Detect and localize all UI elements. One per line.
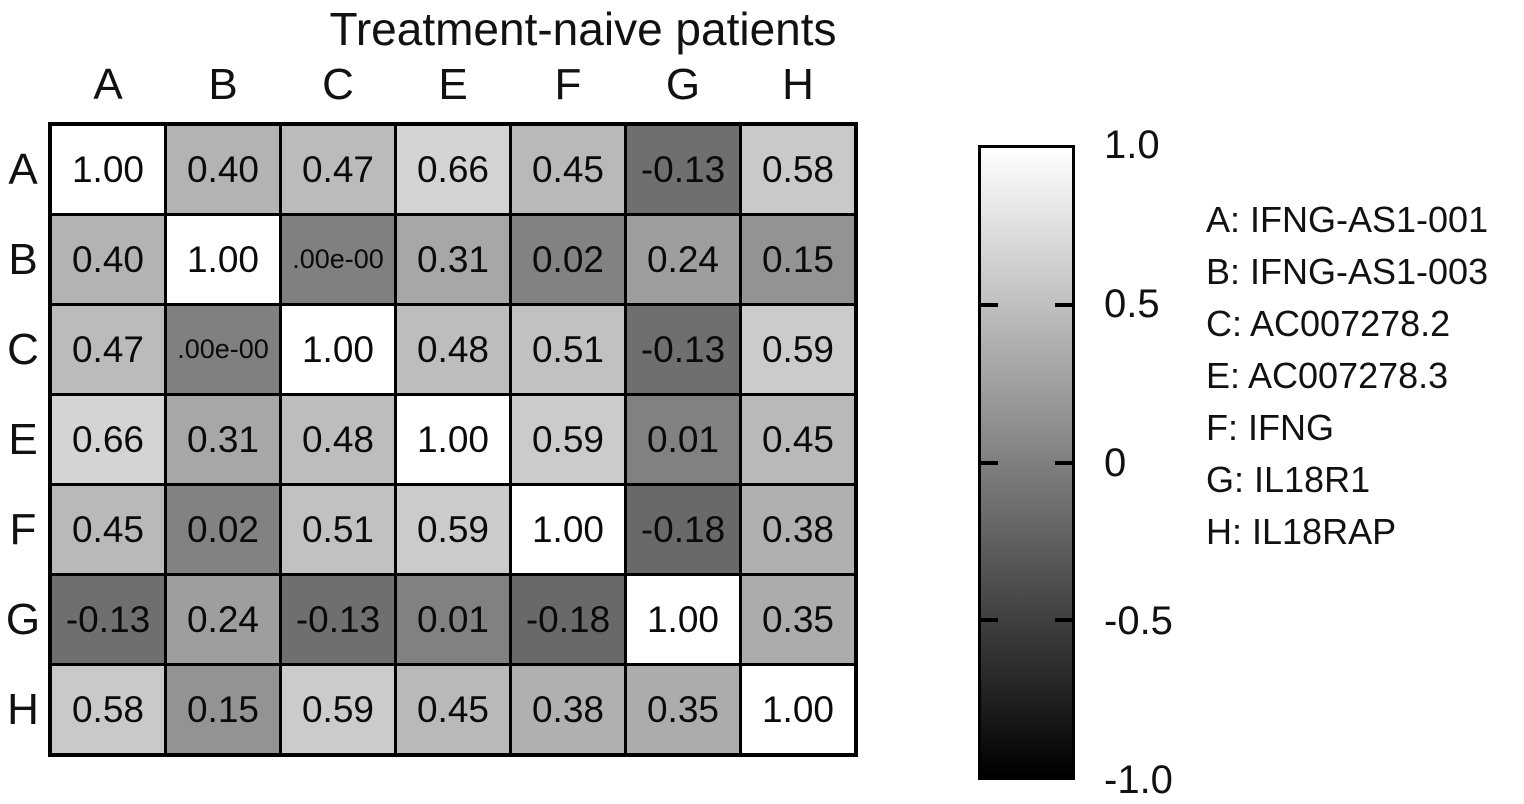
- row-label-G: G: [5, 594, 41, 644]
- heatmap-cell-BG: 0.24: [627, 216, 739, 303]
- legend-item-A: A: IFNG-AS1-001: [1206, 199, 1489, 240]
- heatmap-cell-GA: -0.13: [52, 576, 164, 663]
- heatmap-cell-GF: -0.18: [512, 576, 624, 663]
- heatmap-cell-EC: 0.48: [282, 396, 394, 483]
- heatmap-cell-GG: 1.00: [627, 576, 739, 663]
- heatmap-cell-FC: 0.51: [282, 486, 394, 573]
- heatmap-cell-EH: 0.45: [742, 396, 854, 483]
- heatmap-cell-HC: 0.59: [282, 666, 394, 753]
- row-label-F: F: [9, 504, 37, 554]
- legend: A: IFNG-AS1-001 B: IFNG-AS1-003 C: AC00727…: [1206, 194, 1488, 558]
- legend-item-G: G: IL18R1: [1206, 459, 1371, 500]
- heatmap-cell-CF: 0.51: [512, 306, 624, 393]
- legend-item-H: H: IL18RAP: [1206, 511, 1397, 552]
- heatmap-cell-AE: 0.66: [397, 126, 509, 213]
- heatmap-cell-FG: -0.18: [627, 486, 739, 573]
- legend-item-F: F: IFNG: [1206, 407, 1334, 448]
- colorbar-tick-label--0.5: -0.5: [1104, 599, 1173, 643]
- heatmap-cell-FA: 0.45: [52, 486, 164, 573]
- heatmap-cell-HH: 1.00: [742, 666, 854, 753]
- heatmap-cell-BH: 0.15: [742, 216, 854, 303]
- heatmap-cell-FE: 0.59: [397, 486, 509, 573]
- heatmap-cell-HG: 0.35: [627, 666, 739, 753]
- colorbar-tick-0.5: [1055, 303, 1072, 307]
- column-label-B: B: [208, 60, 238, 109]
- heatmap-cell-EE: 1.00: [397, 396, 509, 483]
- colorbar-tick-label-0: 0: [1104, 441, 1127, 485]
- heatmap-cell-AH: 0.58: [742, 126, 854, 213]
- row-label-H: H: [7, 684, 39, 734]
- heatmap-cell-HF: 0.38: [512, 666, 624, 753]
- column-label-E: E: [438, 60, 468, 109]
- column-label-G: G: [665, 60, 701, 109]
- heatmap-cell-EB: 0.31: [167, 396, 279, 483]
- colorbar-tick--0.5: [1055, 618, 1072, 622]
- heatmap-cell-GB: 0.24: [167, 576, 279, 663]
- row-label-C: C: [7, 324, 39, 374]
- chart-title: Treatment-naive patients: [329, 3, 837, 55]
- heatmap-cell-BC: .00e-00: [282, 216, 394, 303]
- heatmap-cell-FH: 0.38: [742, 486, 854, 573]
- column-label-C: C: [322, 60, 354, 109]
- heatmap-cell-BE: 0.31: [397, 216, 509, 303]
- heatmap-cell-GC: -0.13: [282, 576, 394, 663]
- row-label-B: B: [8, 234, 38, 284]
- heatmap-cell-EF: 0.59: [512, 396, 624, 483]
- heatmap-cell-CA: 0.47: [52, 306, 164, 393]
- heatmap-matrix: 1.00 0.40 0.47 0.66 0.45 -0.13 0.58 0.40 1.00.00…: [48, 122, 858, 757]
- colorbar-tick-label-1.0: 1.0: [1104, 123, 1160, 167]
- colorbar-tick-label--1.0: -1.0: [1104, 758, 1173, 802]
- row-label-E: E: [8, 414, 38, 464]
- colorbar-tick-label-0.5: 0.5: [1104, 282, 1160, 326]
- heatmap-cell-CC: 1.00: [282, 306, 394, 393]
- heatmap-cell-FF: 1.00: [512, 486, 624, 573]
- heatmap-cell-AA: 1.00: [52, 126, 164, 213]
- heatmap-cell-CH: 0.59: [742, 306, 854, 393]
- heatmap-cell-BB: 1.00: [167, 216, 279, 303]
- heatmap-cell-CE: 0.48: [397, 306, 509, 393]
- column-label-F: F: [554, 60, 582, 109]
- colorbar-tick-0: [1055, 461, 1072, 465]
- heatmap-cell-HB: 0.15: [167, 666, 279, 753]
- heatmap-cell-HA: 0.58: [52, 666, 164, 753]
- row-label-A: A: [8, 144, 38, 194]
- column-label-A: A: [93, 60, 123, 109]
- colorbar: [978, 145, 1075, 780]
- legend-item-C: C: AC007278.2: [1206, 303, 1451, 344]
- column-label-H: H: [782, 60, 814, 109]
- colorbar-tick-0: [981, 461, 998, 465]
- heatmap-cell-EG: 0.01: [627, 396, 739, 483]
- legend-item-E: E: AC007278.3: [1206, 355, 1449, 396]
- heatmap-cell-AB: 0.40: [167, 126, 279, 213]
- heatmap-cell-HE: 0.45: [397, 666, 509, 753]
- heatmap-cell-AC: 0.47: [282, 126, 394, 213]
- heatmap-cell-GE: 0.01: [397, 576, 509, 663]
- heatmap-cell-AF: 0.45: [512, 126, 624, 213]
- colorbar-tick-0.5: [981, 303, 998, 307]
- colorbar-tick--0.5: [981, 618, 998, 622]
- heatmap-cell-EA: 0.66: [52, 396, 164, 483]
- heatmap-cell-BA: 0.40: [52, 216, 164, 303]
- heatmap-cell-AG: -0.13: [627, 126, 739, 213]
- legend-item-B: B: IFNG-AS1-003: [1206, 251, 1489, 292]
- heatmap-cell-GH: 0.35: [742, 576, 854, 663]
- heatmap-cell-BF: 0.02: [512, 216, 624, 303]
- heatmap-cell-CG: -0.13: [627, 306, 739, 393]
- heatmap-cell-CB: .00e-00: [167, 306, 279, 393]
- heatmap-cell-FB: 0.02: [167, 486, 279, 573]
